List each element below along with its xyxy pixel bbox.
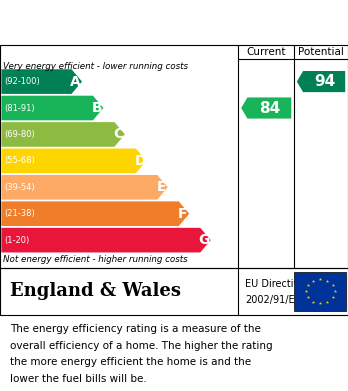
Text: the more energy efficient the home is and the: the more energy efficient the home is an…: [10, 357, 252, 368]
Text: (81-91): (81-91): [4, 104, 35, 113]
Polygon shape: [1, 175, 168, 199]
Text: F: F: [178, 207, 188, 221]
Text: 2002/91/EC: 2002/91/EC: [245, 295, 302, 305]
Text: The energy efficiency rating is a measure of the: The energy efficiency rating is a measur…: [10, 324, 261, 334]
Text: (39-54): (39-54): [4, 183, 35, 192]
Text: Very energy efficient - lower running costs: Very energy efficient - lower running co…: [3, 62, 189, 71]
Text: EU Directive: EU Directive: [245, 279, 306, 289]
Text: D: D: [134, 154, 146, 168]
Text: Potential: Potential: [298, 47, 344, 57]
Text: (69-80): (69-80): [4, 130, 35, 139]
Text: overall efficiency of a home. The higher the rating: overall efficiency of a home. The higher…: [10, 341, 273, 351]
Text: Not energy efficient - higher running costs: Not energy efficient - higher running co…: [3, 255, 188, 264]
Text: G: G: [199, 233, 210, 247]
Polygon shape: [1, 201, 189, 226]
Polygon shape: [1, 69, 82, 94]
Text: Energy Efficiency Rating: Energy Efficiency Rating: [10, 16, 239, 34]
Text: Current: Current: [246, 47, 286, 57]
Polygon shape: [1, 228, 211, 253]
Text: 94: 94: [314, 74, 335, 89]
Polygon shape: [297, 71, 345, 92]
Text: (92-100): (92-100): [4, 77, 40, 86]
Text: A: A: [70, 75, 81, 89]
Text: England & Wales: England & Wales: [10, 282, 181, 300]
Polygon shape: [1, 96, 103, 120]
Text: lower the fuel bills will be.: lower the fuel bills will be.: [10, 374, 147, 384]
FancyBboxPatch shape: [294, 272, 346, 311]
Text: (55-68): (55-68): [4, 156, 35, 165]
Text: (21-38): (21-38): [4, 209, 35, 218]
Polygon shape: [1, 122, 125, 147]
Text: (1-20): (1-20): [4, 236, 30, 245]
Text: C: C: [113, 127, 124, 142]
Polygon shape: [241, 97, 291, 118]
Text: E: E: [157, 180, 166, 194]
Polygon shape: [1, 149, 146, 173]
Text: 84: 84: [259, 100, 280, 115]
Text: B: B: [92, 101, 102, 115]
